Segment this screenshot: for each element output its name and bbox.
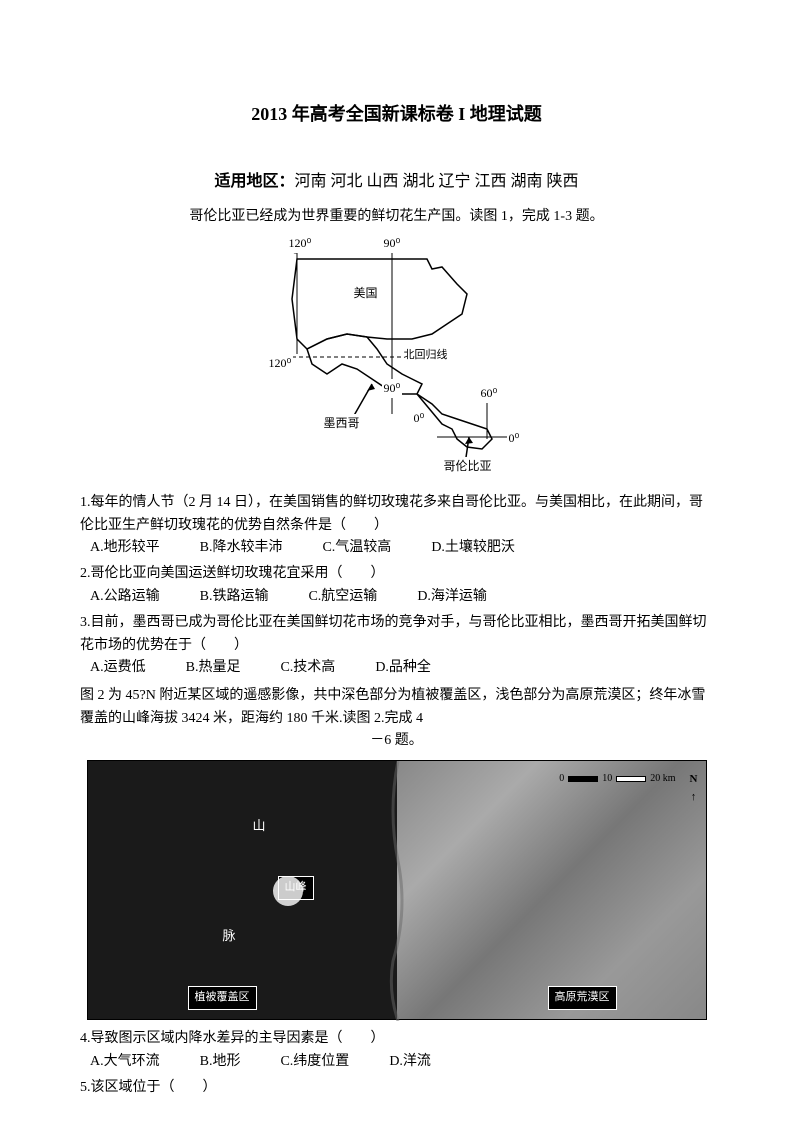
q1-option-b: B.降水较丰沛: [200, 537, 283, 559]
scale-20: 20 km: [650, 771, 675, 787]
q3-options: A.运费低 B.热量足 C.技术高 D.品种全: [90, 657, 713, 679]
north-label: N: [690, 771, 698, 789]
intro-text: 哥伦比亚已经成为世界重要的鲜切花生产国。读图 1，完成 1-3 题。: [80, 206, 713, 228]
figure1-container: 120⁰ 90⁰ 美国 120⁰ 北回归线 90⁰ 墨西哥 0⁰ 60⁰ 0⁰ …: [80, 239, 713, 477]
north-arrow-icon: ↑: [690, 789, 698, 807]
scale-0: 0: [559, 771, 564, 787]
north-arrow: N ↑: [690, 771, 698, 806]
lon-120-left-label: 120⁰: [267, 354, 294, 373]
subtitle: 适用地区：河南 河北 山西 湖北 辽宁 江西 湖南 陕西: [80, 169, 713, 195]
range-char: 脉: [223, 926, 236, 947]
mexico-label: 墨西哥: [322, 414, 362, 433]
sat-dark-region: [88, 761, 397, 1019]
scale-bar: 0 10 20 km: [559, 771, 675, 787]
scale-10: 10: [602, 771, 612, 787]
scale-seg-1: [568, 776, 598, 782]
q4-option-a: A.大气环流: [90, 1051, 160, 1073]
q2-option-a: A.公路运输: [90, 586, 160, 608]
q3-option-c: C.技术高: [280, 657, 335, 679]
q1-text: 1.每年的情人节（2 月 14 日），在美国销售的鲜切玫瑰花多来自哥伦比亚。与美…: [80, 492, 713, 537]
q3-option-d: D.品种全: [375, 657, 431, 679]
q2-text: 2.哥伦比亚向美国运送鲜切玫瑰花宜采用（ ）: [80, 563, 713, 585]
q4-options: A.大气环流 B.地形 C.纬度位置 D.洋流: [90, 1051, 713, 1073]
colombia-label: 哥伦比亚: [442, 457, 494, 476]
mountain-char: 山: [253, 816, 266, 837]
q1-option-a: A.地形较平: [90, 537, 160, 559]
lon-90-top-label: 90⁰: [382, 234, 403, 253]
q2-option-d: D.海洋运输: [417, 586, 487, 608]
lat-0-right-label: 0⁰: [507, 429, 522, 448]
usa-label: 美国: [352, 284, 380, 303]
fig2-intro-line1: 图 2 为 45?N 附近某区域的遥感影像，共中深色部分为植被覆盖区，浅色部分为…: [80, 685, 713, 730]
subtitle-prefix: 适用地区：: [214, 173, 294, 190]
lon-60-label: 60⁰: [479, 384, 500, 403]
lon-120-top-label: 120⁰: [287, 234, 314, 253]
q1-option-c: C.气温较高: [322, 537, 391, 559]
scale-seg-2: [616, 776, 646, 782]
q3-option-a: A.运费低: [90, 657, 146, 679]
q1-options: A.地形较平 B.降水较丰沛 C.气温较高 D.土壤较肥沃: [90, 537, 713, 559]
page-title: 2013 年高考全国新课标卷 I 地理试题: [80, 100, 713, 129]
figure1-map: 120⁰ 90⁰ 美国 120⁰ 北回归线 90⁰ 墨西哥 0⁰ 60⁰ 0⁰ …: [257, 239, 537, 469]
lat-0-left-label: 0⁰: [412, 409, 427, 428]
q4-option-b: B.地形: [200, 1051, 241, 1073]
tropic-label: 北回归线: [402, 347, 450, 365]
fig2-intro-line2: －6 题。: [80, 730, 713, 752]
q4-option-d: D.洋流: [389, 1051, 431, 1073]
q2-options: A.公路运输 B.铁路运输 C.航空运输 D.海洋运输: [90, 586, 713, 608]
q4-option-c: C.纬度位置: [280, 1051, 349, 1073]
subtitle-regions: 河南 河北 山西 湖北 辽宁 江西 湖南 陕西: [295, 173, 579, 190]
q4-text: 4.导致图示区域内降水差异的主导因素是（ ）: [80, 1028, 713, 1050]
q3-text: 3.目前，墨西哥已成为哥伦比亚在美国鲜切花市场的竞争对手，与哥伦比亚相比，墨西哥…: [80, 612, 713, 657]
map-svg: [257, 239, 537, 469]
sat-light-region: [397, 761, 706, 1019]
figure2-satellite: 0 10 20 km N ↑ 山 山峰 脉 植被覆盖区 高原荒漠区: [87, 760, 707, 1020]
lon-90-mid-label: 90⁰: [382, 379, 403, 398]
q5-text: 5.该区域位于（ ）: [80, 1077, 713, 1099]
vegetation-label: 植被覆盖区: [188, 986, 257, 1010]
q2-option-c: C.航空运输: [308, 586, 377, 608]
peak-label: 山峰: [278, 876, 314, 900]
desert-label: 高原荒漠区: [548, 986, 617, 1010]
q1-option-d: D.土壤较肥沃: [431, 537, 515, 559]
q3-option-b: B.热量足: [186, 657, 241, 679]
q2-option-b: B.铁路运输: [200, 586, 269, 608]
